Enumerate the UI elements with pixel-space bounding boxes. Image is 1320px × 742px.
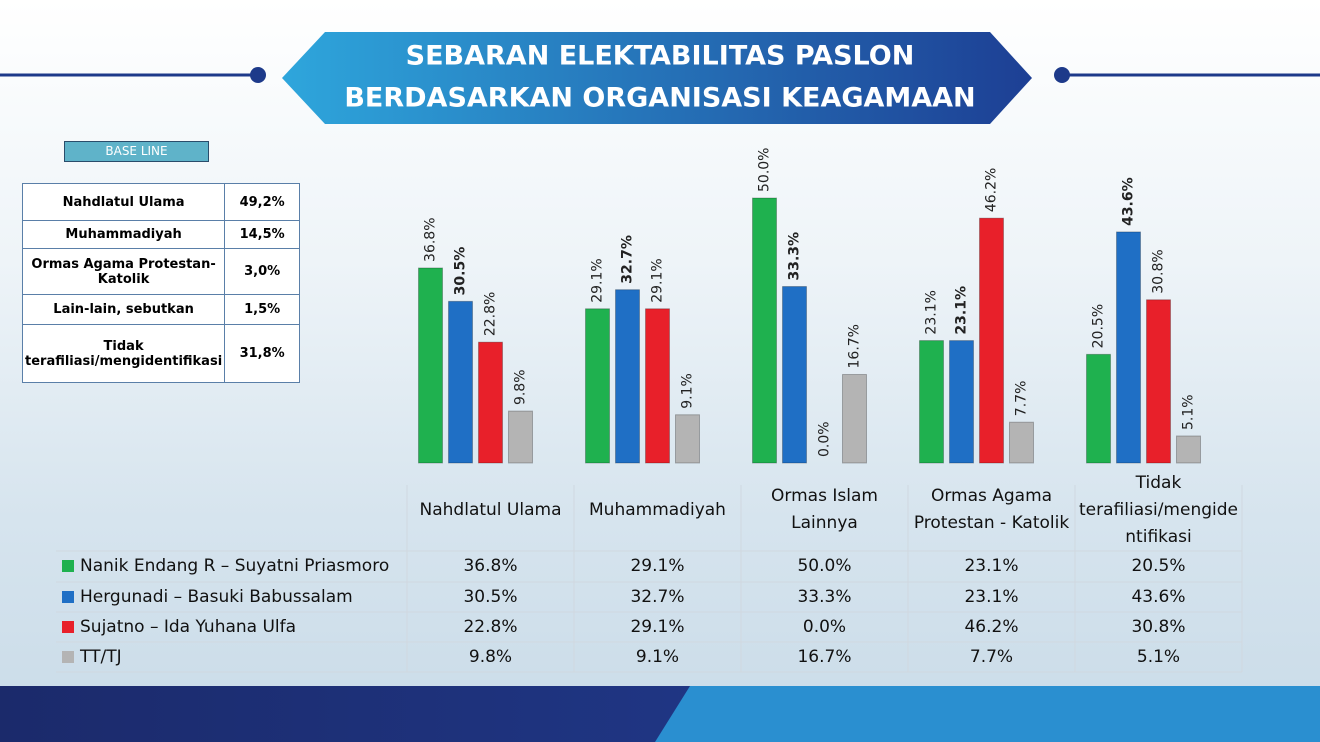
table-value: 5.1% <box>1137 647 1180 667</box>
bar <box>1009 421 1034 464</box>
baseline-label: Muhammadiyah <box>21 220 226 249</box>
value-label: 9.8% <box>513 369 529 405</box>
legend-label: Hergunadi – Basuki Babussalam <box>80 587 353 607</box>
bar <box>478 341 503 464</box>
bar <box>1146 299 1171 464</box>
bar <box>418 267 443 464</box>
table-value: 9.1% <box>636 647 679 667</box>
title: BERDASARKAN ORGANISASI KEAGAMAAN <box>344 83 975 114</box>
table-value: 7.7% <box>970 647 1013 667</box>
value-label: 46.2% <box>984 168 1000 212</box>
bar <box>782 286 807 464</box>
bar <box>508 410 533 464</box>
table-value: 36.8% <box>463 556 517 576</box>
baseline-row: Tidak terafiliasi/mengidentifikasi 31,8% <box>21 324 301 383</box>
bar <box>1086 353 1111 464</box>
value-label: 33.3% <box>787 232 803 281</box>
value-label: 30.5% <box>453 247 469 296</box>
deco-dot <box>250 67 266 83</box>
value-label: 32.7% <box>620 235 636 284</box>
baseline-label: Nahdlatul Ulama <box>21 183 226 221</box>
bar <box>645 308 670 464</box>
value-label: 29.1% <box>590 258 606 302</box>
x-category-label: Tidak terafiliasi/mengidentifikasi <box>1079 472 1238 547</box>
baseline-row: Nahdlatul Ulama 49,2% <box>21 183 301 221</box>
value-label: 23.1% <box>954 286 970 335</box>
baseline-value: 31,8% <box>224 324 301 383</box>
x-category-label: Ormas Agama Protestan - Katolik <box>913 486 1070 533</box>
table-value: 22.8% <box>463 617 517 637</box>
value-label: 20.5% <box>1091 304 1107 348</box>
baseline-table: Nahdlatul Ulama 49,2% Muhammadiyah 14,5% Orm… <box>21 183 301 383</box>
value-label: 43.6% <box>1121 177 1137 226</box>
bar <box>752 197 777 464</box>
table-value: 0.0% <box>803 617 846 637</box>
bar <box>585 308 610 464</box>
table-value: 9.8% <box>469 647 512 667</box>
baseline-value: 3,0% <box>224 248 301 295</box>
legend-label: Nanik Endang R – Suyatni Priasmoro <box>80 556 389 576</box>
baseline-value: 1,5% <box>224 294 301 325</box>
bar <box>448 300 473 464</box>
value-label: 9.1% <box>680 373 696 409</box>
table-value: 20.5% <box>1131 556 1185 576</box>
x-category-label: Muhammadiyah <box>589 499 726 520</box>
table-value: 46.2% <box>964 617 1018 637</box>
value-label: 16.7% <box>847 324 863 368</box>
footer-band <box>655 686 1320 742</box>
table-value: 43.6% <box>1131 587 1185 607</box>
baseline-title: BASE LINE <box>64 141 209 162</box>
baseline-row: Lain-lain, sebutkan 1,5% <box>21 294 301 325</box>
bar <box>675 414 700 464</box>
value-label: 0.0% <box>817 421 833 457</box>
table-value: 16.7% <box>797 647 851 667</box>
value-label: 22.8% <box>483 292 499 336</box>
title: SEBARAN ELEKTABILITAS PASLON <box>406 41 915 72</box>
table-value: 33.3% <box>797 587 851 607</box>
table-value: 30.8% <box>1131 617 1185 637</box>
bar <box>949 340 974 464</box>
table-value: 23.1% <box>964 556 1018 576</box>
baseline-label: Ormas Agama Protestan-Katolik <box>21 248 226 295</box>
value-label: 23.1% <box>924 290 940 334</box>
table-value: 50.0% <box>797 556 851 576</box>
value-label: 36.8% <box>423 217 439 261</box>
legend-label: Sujatno – Ida Yuhana Ulfa <box>80 617 296 637</box>
value-label: 50.0% <box>757 148 773 192</box>
baseline-row: Muhammadiyah 14,5% <box>21 220 301 249</box>
table-value: 23.1% <box>964 587 1018 607</box>
bar <box>1176 435 1201 464</box>
title-banner <box>282 32 1032 124</box>
table-value: 30.5% <box>463 587 517 607</box>
x-category-label: Nahdlatul Ulama <box>419 499 562 520</box>
value-label: 7.7% <box>1014 381 1030 417</box>
value-label: 5.1% <box>1181 394 1197 430</box>
x-category-label: Ormas Islam Lainnya <box>771 486 878 533</box>
legend-swatch <box>62 651 74 663</box>
table-value: 29.1% <box>630 617 684 637</box>
deco-dot <box>1054 67 1070 83</box>
table-value: 32.7% <box>630 587 684 607</box>
legend-label: TT/TJ <box>79 647 122 667</box>
table-value: 29.1% <box>630 556 684 576</box>
baseline-value: 14,5% <box>224 220 301 249</box>
baseline-row: Ormas Agama Protestan-Katolik 3,0% <box>21 248 301 295</box>
baseline-label: Tidak terafiliasi/mengidentifikasi <box>21 324 226 383</box>
bar <box>1116 231 1141 464</box>
legend-swatch <box>62 591 74 603</box>
baseline-value: 49,2% <box>224 183 301 221</box>
bar <box>979 217 1004 464</box>
legend-swatch <box>62 621 74 633</box>
bar <box>842 373 867 464</box>
bar <box>615 289 640 464</box>
legend-swatch <box>62 560 74 572</box>
baseline-label: Lain-lain, sebutkan <box>21 294 226 325</box>
value-label: 29.1% <box>650 258 666 302</box>
bar <box>919 340 944 464</box>
value-label: 30.8% <box>1151 249 1167 293</box>
chart: 36.8% 30.5% 22.8% 9.8% 29.1% 32.7% 29.1% 9.1% 50… <box>56 148 1243 673</box>
